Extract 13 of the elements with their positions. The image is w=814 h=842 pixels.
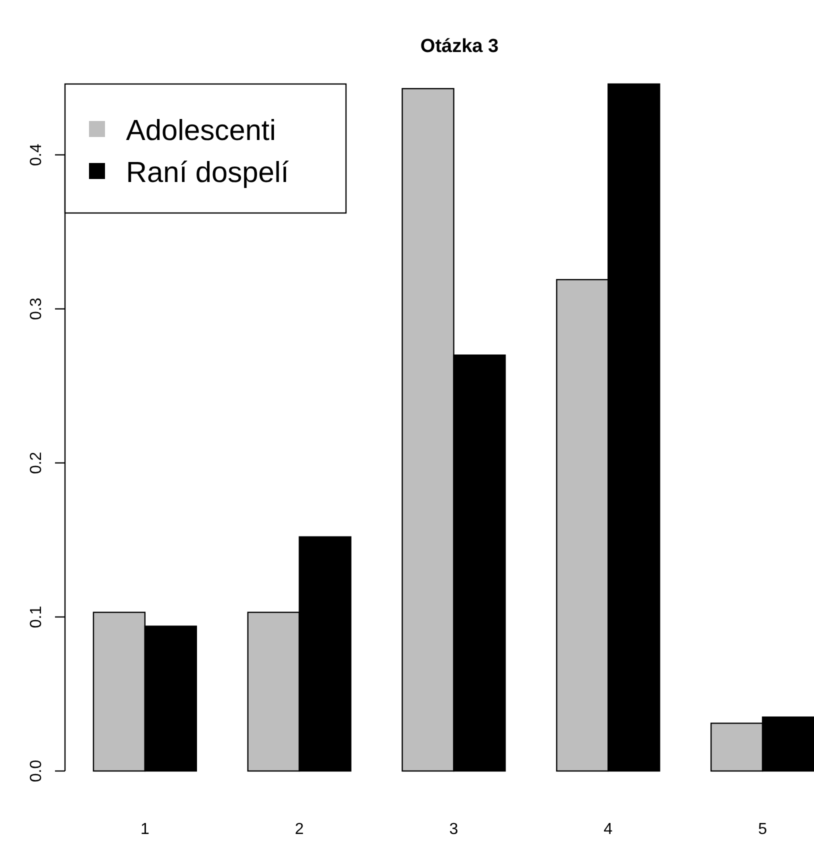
legend-label: Raní dospelí bbox=[126, 157, 289, 189]
y-tick-label: 0.0 bbox=[28, 760, 45, 782]
y-tick-label: 0.1 bbox=[28, 606, 45, 628]
y-tick-label: 0.2 bbox=[28, 452, 45, 474]
legend-label: Adolescenti bbox=[126, 115, 276, 147]
x-tick-label: 4 bbox=[604, 821, 613, 838]
chart-title: Otázka 3 bbox=[420, 36, 499, 57]
y-tick-label: 0.3 bbox=[28, 298, 45, 320]
x-tick-label: 3 bbox=[449, 821, 458, 838]
y-tick-label: 0.4 bbox=[28, 144, 45, 166]
x-tick-label: 1 bbox=[140, 821, 150, 838]
x-tick-label: 2 bbox=[294, 821, 304, 838]
x-tick-label: 5 bbox=[758, 821, 768, 838]
